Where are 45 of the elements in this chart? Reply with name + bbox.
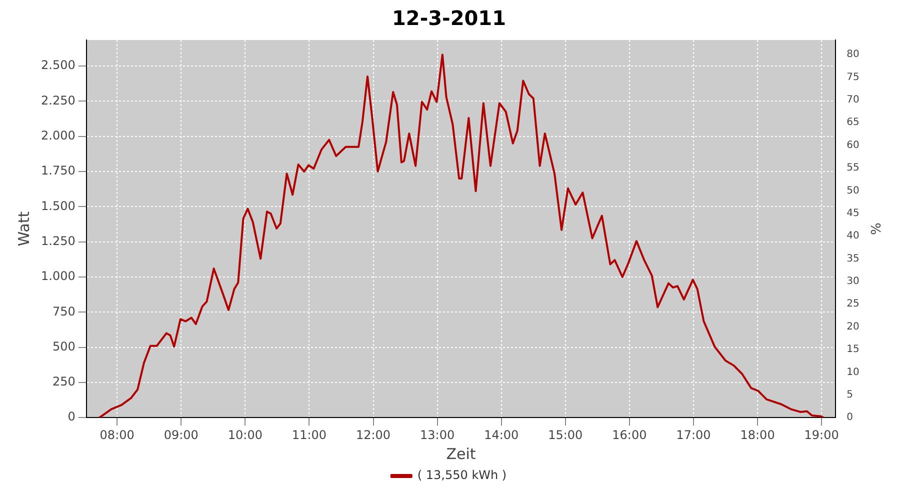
y2-tick-label: 35 bbox=[846, 253, 860, 264]
y2-tick-label: 40 bbox=[846, 230, 860, 242]
y2-tick-label: 80 bbox=[846, 49, 860, 60]
y-tick-label: 1.750 bbox=[40, 164, 76, 178]
x-tick-label: 18:00 bbox=[740, 428, 775, 442]
y2-tick-label: 75 bbox=[846, 72, 860, 83]
y2-tick-label: 30 bbox=[846, 276, 860, 288]
y2-tick-label: 10 bbox=[846, 366, 860, 378]
y2-tick-label: 55 bbox=[846, 162, 860, 174]
y2-tick-label: 0 bbox=[846, 412, 854, 424]
y-tick-label: 250 bbox=[52, 374, 76, 389]
x-tick-label: 10:00 bbox=[228, 428, 262, 442]
x-tick-label: 14:00 bbox=[484, 428, 519, 442]
x-tick-label: 19:00 bbox=[804, 428, 839, 442]
y2-axis-title: % bbox=[866, 222, 882, 235]
x-tick-label: 11:00 bbox=[292, 428, 327, 442]
y2-tick-label: 5 bbox=[846, 390, 854, 400]
y2-tick-label: 70 bbox=[846, 94, 860, 106]
x-tick-label: 09:00 bbox=[164, 428, 198, 442]
x-tick-label: 08:00 bbox=[100, 428, 134, 442]
y-tick-label: 2.250 bbox=[40, 93, 76, 108]
x-tick-label: 15:00 bbox=[548, 428, 583, 442]
y-tick-label: 0 bbox=[68, 410, 76, 424]
y-tick-label: 1.250 bbox=[40, 234, 76, 248]
y2-tick-label: 25 bbox=[846, 298, 860, 310]
chart-title: 12-3-2011 bbox=[392, 6, 506, 30]
y2-tick-label: 20 bbox=[846, 321, 860, 332]
y2-tick-label: 60 bbox=[846, 140, 860, 151]
legend-label: ( 13,550 kWh ) bbox=[417, 468, 507, 482]
y-tick-label: 2.000 bbox=[40, 128, 76, 142]
y2-tick-label: 65 bbox=[846, 117, 860, 128]
y-tick-label: 1.500 bbox=[40, 198, 76, 213]
y-axis-title: Watt bbox=[14, 211, 33, 246]
y2-tick-label: 15 bbox=[846, 344, 860, 356]
y2-tick-label: 45 bbox=[846, 208, 860, 219]
x-tick-label: 13:00 bbox=[420, 428, 455, 442]
x-tick-label: 12:00 bbox=[356, 428, 391, 442]
y-tick-label: 2.500 bbox=[40, 58, 76, 72]
x-tick-label: 16:00 bbox=[612, 428, 647, 442]
x-tick-label: 17:00 bbox=[676, 428, 711, 442]
y-tick-label: 500 bbox=[52, 339, 76, 354]
y-tick-label: 750 bbox=[52, 304, 76, 318]
x-axis-title: Zeit bbox=[446, 444, 476, 463]
y2-tick-label: 50 bbox=[846, 185, 860, 196]
y-tick-label: 1.000 bbox=[40, 269, 76, 284]
